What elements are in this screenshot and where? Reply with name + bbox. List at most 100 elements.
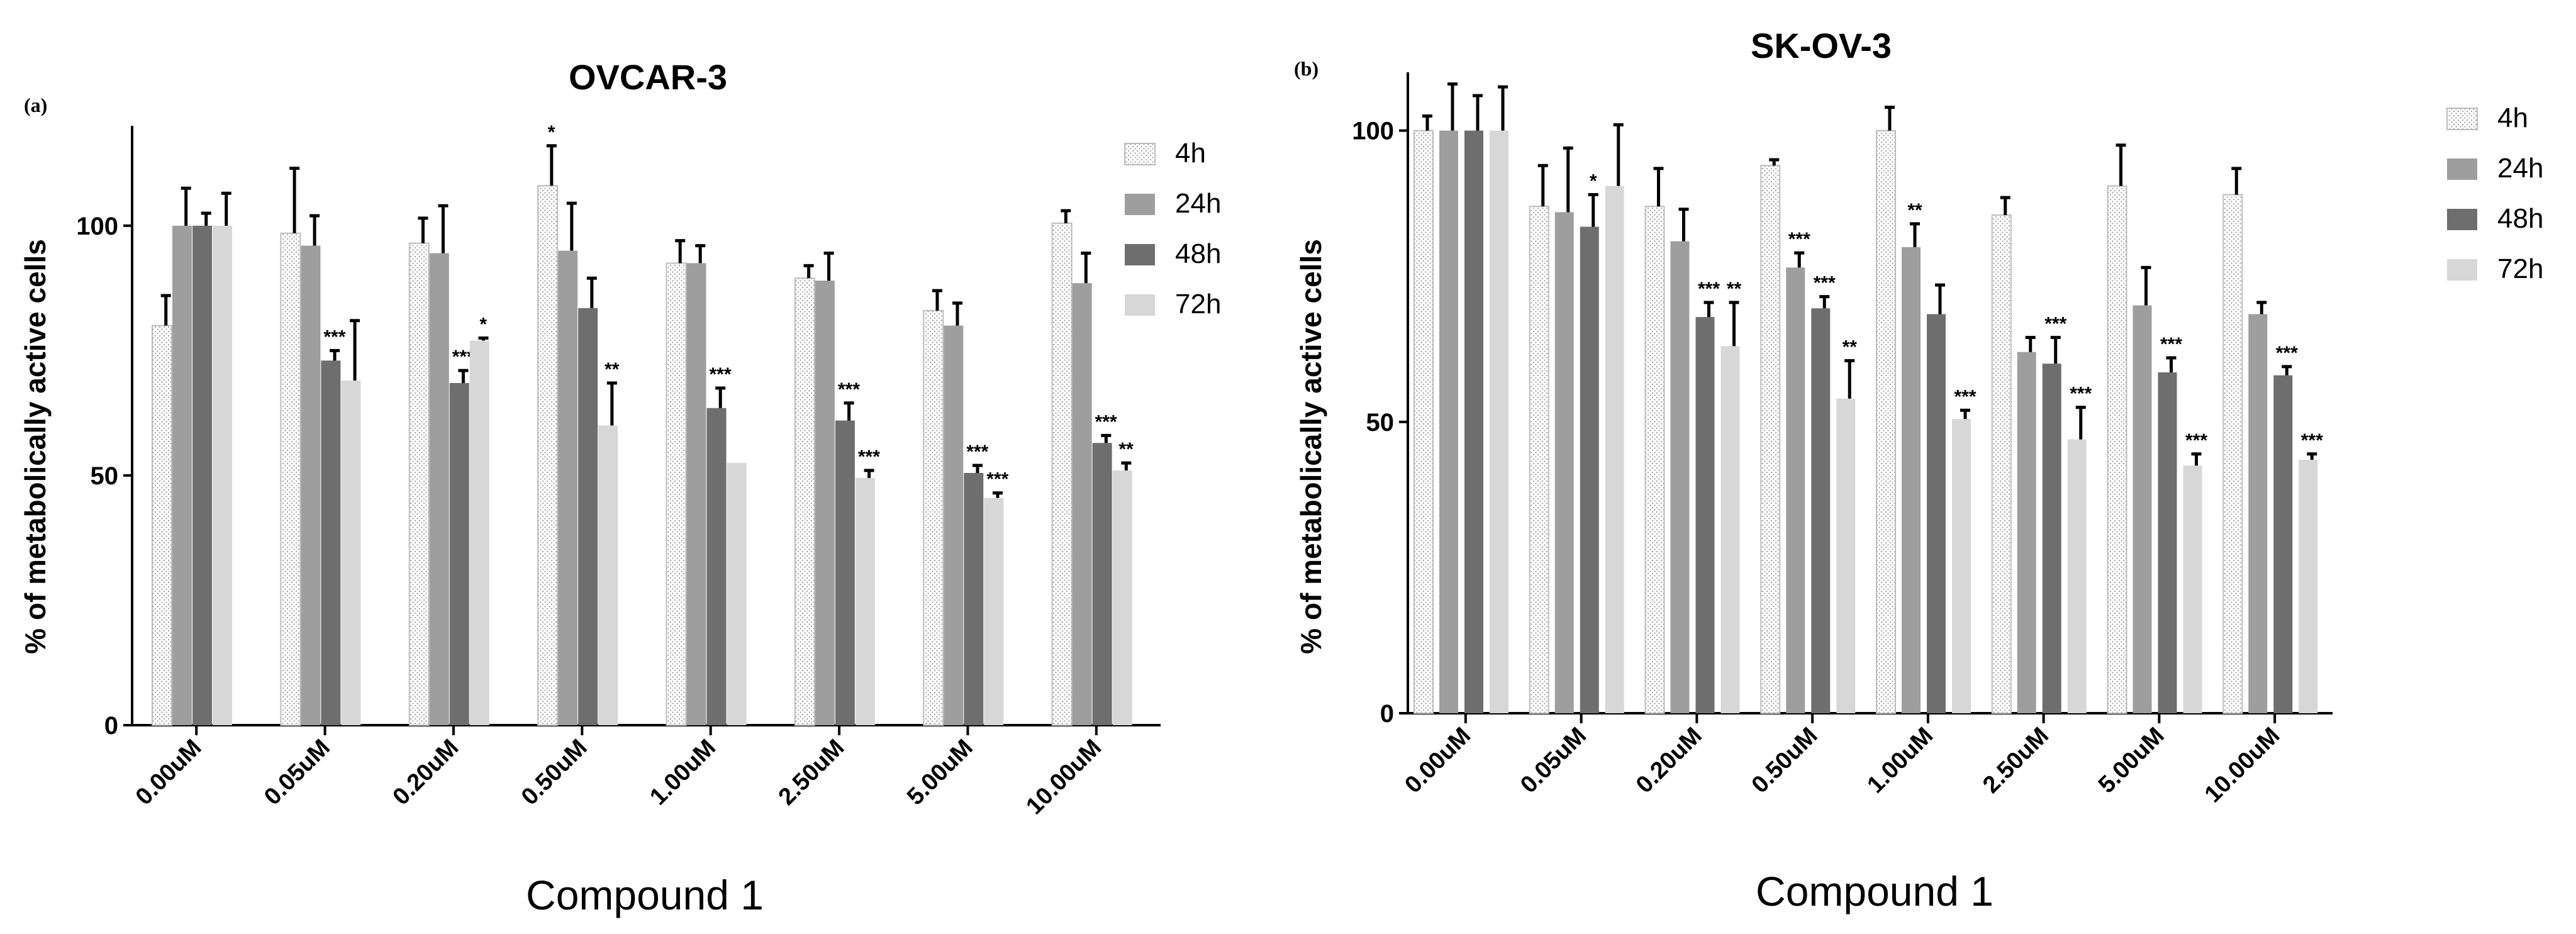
bar-48h-10.00uM — [2273, 375, 2293, 713]
bar-24h-5.00uM — [944, 325, 964, 725]
x-tick-label: 0.20uM — [1631, 723, 1707, 799]
y-tick-label: 0 — [104, 712, 118, 740]
bar-72h-1.00uM — [727, 463, 747, 725]
bar-72h-10.00uM — [1112, 470, 1132, 725]
bar-24h-0.50uM — [1786, 267, 1805, 714]
bar-24h-2.50uM — [2017, 352, 2036, 713]
bar-4h-10.00uM — [1051, 222, 1073, 726]
bar-24h-2.50uM — [815, 281, 835, 726]
bar-48h-2.50uM — [2042, 364, 2061, 713]
bar-72h-0.00uM — [213, 225, 232, 725]
bar-24h-10.00uM — [2248, 314, 2268, 713]
bar-48h-0.00uM — [1464, 130, 1483, 714]
legend-label-24h: 24h — [2497, 153, 2543, 184]
bar-72h-1.00uM — [1952, 419, 1971, 713]
bar-48h-0.20uM — [449, 382, 469, 725]
significance-marker: *** — [986, 469, 1008, 490]
legend-label-72h: 72h — [1175, 289, 1221, 320]
bar-24h-0.00uM — [172, 225, 192, 725]
legend-swatch-4h — [1124, 143, 1156, 165]
bar-24h-5.00uM — [2133, 305, 2152, 714]
panel-b-x-axis-label: Compound 1 — [1756, 868, 1993, 915]
bar-72h-0.05uM — [341, 381, 361, 725]
panel-a-y-axis-label: % of metabolically active cells — [19, 239, 52, 654]
bar-72h-0.50uM — [1836, 398, 1856, 713]
significance-marker: *** — [2070, 384, 2092, 404]
bar-24h-0.00uM — [1439, 130, 1458, 714]
bar-72h-2.50uM — [855, 477, 875, 725]
bar-4h-1.00uM — [666, 262, 687, 726]
legend-label-48h: 48h — [2497, 203, 2543, 234]
x-tick-label: 0.20uM — [388, 735, 464, 811]
bar-24h-1.00uM — [686, 263, 706, 725]
significance-marker: *** — [966, 442, 988, 462]
bar-72h-0.05uM — [1605, 186, 1624, 714]
bar-48h-1.00uM — [706, 408, 727, 725]
significance-marker: *** — [2185, 430, 2207, 451]
panel-b-title: SK-OV-3 — [1751, 26, 1892, 65]
significance-marker: *** — [1095, 411, 1117, 432]
legend-swatch-4h — [2446, 108, 2478, 130]
bar-48h-5.00uM — [964, 472, 984, 725]
panel-b-y-axis-label: % of metabolically active cells — [1295, 239, 1327, 654]
y-tick-label: 50 — [91, 462, 119, 490]
panel-a-title: OVCAR-3 — [569, 57, 727, 97]
panel-b-legend: 4h 24h 48h 72h — [2446, 103, 2543, 284]
legend-swatch-48h — [1125, 244, 1155, 265]
bar-72h-5.00uM — [984, 498, 1004, 725]
significance-marker: *** — [1698, 279, 1720, 299]
bar-4h-5.00uM — [2107, 185, 2127, 714]
legend-swatch-24h — [2447, 158, 2477, 180]
significance-marker: *** — [323, 326, 345, 347]
x-tick-label: 0.00uM — [131, 735, 207, 811]
bar-48h-0.20uM — [1695, 317, 1715, 713]
legend-swatch-72h — [1125, 294, 1155, 316]
legend-label-48h: 48h — [1175, 238, 1221, 269]
bar-72h-0.20uM — [469, 340, 489, 725]
bar-4h-2.50uM — [1991, 214, 2012, 714]
bar-4h-0.05uM — [280, 232, 301, 726]
significance-marker: *** — [1814, 273, 1836, 294]
bar-48h-2.50uM — [835, 420, 855, 725]
legend-label-4h: 4h — [1175, 138, 1206, 169]
bar-4h-5.00uM — [923, 309, 944, 726]
significance-marker: *** — [1954, 386, 1976, 407]
x-tick-label: 2.50uM — [774, 735, 850, 811]
significance-marker: *** — [2044, 313, 2066, 334]
significance-marker: ** — [1118, 439, 1134, 460]
significance-marker: *** — [838, 379, 860, 400]
panel-a: (a) OVCAR-3 % of metabolically active ce… — [19, 57, 1221, 918]
bar-4h-1.00uM — [1876, 130, 1896, 714]
panel-b: (b) SK-OV-3 % of metabolically active ce… — [1294, 26, 2543, 915]
bar-24h-0.20uM — [1670, 241, 1690, 713]
x-tick-label: 0.00uM — [1400, 723, 1476, 799]
significance-marker: *** — [2160, 334, 2182, 355]
x-tick-label: 5.00uM — [902, 735, 978, 811]
bar-4h-0.00uM — [152, 325, 172, 726]
y-tick-label: 100 — [76, 213, 118, 240]
x-tick-label: 5.00uM — [2094, 723, 2170, 799]
bar-4h-0.50uM — [537, 185, 559, 726]
bar-4h-0.00uM — [1413, 130, 1434, 714]
bar-48h-0.50uM — [578, 308, 598, 725]
bar-72h-0.20uM — [1720, 346, 1740, 713]
bar-24h-0.50uM — [558, 250, 578, 726]
legend-label-4h: 4h — [2497, 103, 2528, 133]
significance-marker: *** — [709, 364, 731, 385]
x-tick-label: 0.50uM — [1747, 723, 1823, 799]
bar-72h-2.50uM — [2067, 439, 2087, 713]
bar-48h-10.00uM — [1092, 443, 1112, 725]
bar-48h-0.05uM — [321, 360, 341, 725]
y-tick-label: 50 — [1366, 409, 1395, 436]
significance-marker: *** — [2301, 430, 2323, 451]
bar-72h-0.50uM — [598, 425, 618, 725]
significance-marker: *** — [1788, 229, 1810, 250]
panel-a-x-axis-label: Compound 1 — [526, 872, 764, 918]
significance-marker: *** — [2276, 343, 2298, 364]
y-tick-label: 0 — [1380, 700, 1394, 728]
bar-72h-0.00uM — [1490, 130, 1508, 714]
bar-72h-5.00uM — [2183, 465, 2202, 713]
bar-48h-1.00uM — [1927, 314, 1946, 713]
